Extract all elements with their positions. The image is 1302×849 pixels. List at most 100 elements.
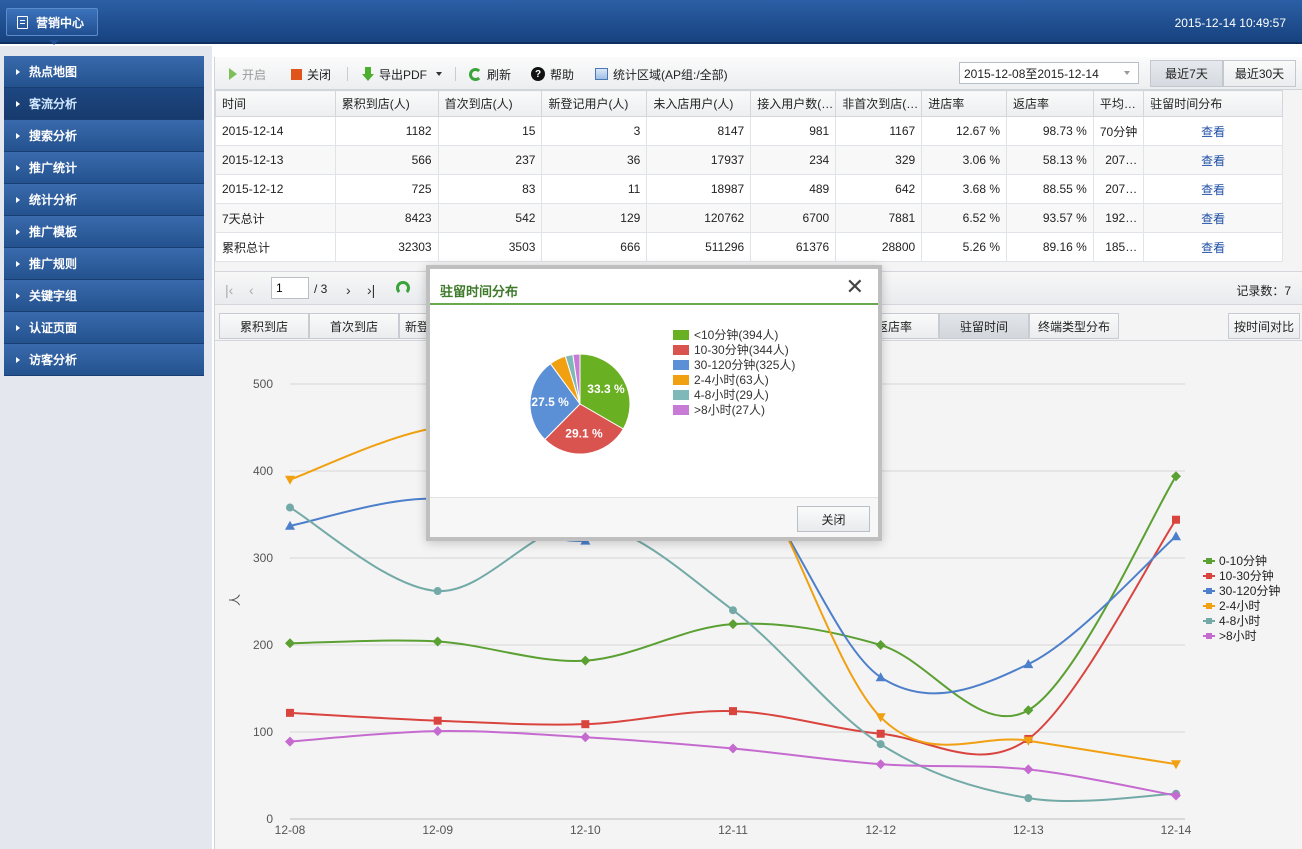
data-point[interactable] xyxy=(581,720,590,729)
data-point[interactable] xyxy=(1023,659,1034,669)
dialog-close-button[interactable]: 关闭 xyxy=(797,506,870,532)
data-point[interactable] xyxy=(1171,471,1181,482)
sidebar-item-statistics[interactable]: 统计分析 xyxy=(4,184,204,216)
table-row[interactable]: 2015-12-12 725 83 11 18987 489 642 3.68 … xyxy=(215,174,1283,204)
view-link[interactable]: 查看 xyxy=(1143,232,1283,262)
data-point[interactable] xyxy=(1023,764,1034,775)
tab-device-distribution[interactable]: 终端类型分布 xyxy=(1029,313,1119,339)
view-link[interactable]: 查看 xyxy=(1143,145,1283,175)
pie-slice[interactable] xyxy=(579,353,631,430)
sidebar-item-promotion-rules[interactable]: 推广规则 xyxy=(4,248,204,280)
data-point[interactable] xyxy=(1171,760,1181,770)
column-header[interactable]: 累积到店(人) xyxy=(334,90,439,117)
data-point[interactable] xyxy=(432,726,443,737)
data-point[interactable] xyxy=(580,655,591,666)
legend-item[interactable]: >8小时 xyxy=(1203,628,1280,643)
data-point[interactable] xyxy=(286,708,294,717)
data-point[interactable] xyxy=(1171,531,1181,541)
data-point[interactable] xyxy=(433,716,442,725)
data-point[interactable] xyxy=(875,672,886,682)
data-point[interactable] xyxy=(728,619,738,630)
prev-page-icon[interactable]: ‹ xyxy=(249,282,254,298)
data-point[interactable] xyxy=(285,475,295,485)
column-header[interactable]: 时间 xyxy=(215,90,336,117)
data-point[interactable] xyxy=(285,520,295,530)
data-point[interactable] xyxy=(285,736,295,747)
table-row[interactable]: 2015-12-14 1182 15 3 8147 981 1167 12.67… xyxy=(215,116,1283,146)
sidebar-item-promotion-stats[interactable]: 推广统计 xyxy=(4,152,204,184)
date-range-select[interactable]: 2015-12-08至2015-12-14 xyxy=(959,62,1139,84)
data-point[interactable] xyxy=(875,640,886,650)
dropdown-caret-icon[interactable] xyxy=(436,72,443,76)
data-point[interactable] xyxy=(1171,790,1181,801)
pie-legend-item[interactable]: >8小时(27人) xyxy=(673,402,795,417)
sidebar-item-heatmap[interactable]: 热点地图 xyxy=(4,56,204,88)
close-toolbar-button[interactable]: 关闭 xyxy=(291,65,331,83)
table-row[interactable]: 2015-12-13 566 237 36 17937 234 329 3.06… xyxy=(215,145,1283,175)
column-header[interactable]: 首次到店(人) xyxy=(437,90,543,117)
column-header[interactable]: 接入用户数(… xyxy=(750,90,837,117)
first-page-icon[interactable]: |‹ xyxy=(225,282,234,298)
column-header[interactable]: 返店率 xyxy=(1006,90,1094,117)
view-link[interactable]: 查看 xyxy=(1143,203,1283,233)
data-point[interactable] xyxy=(876,740,885,749)
region-button[interactable]: 统计区域(AP组:/全部) xyxy=(595,65,728,83)
column-header[interactable]: 平均… xyxy=(1092,90,1145,117)
tab-cumulative[interactable]: 累积到店 xyxy=(219,313,309,339)
close-icon[interactable]: ✕ xyxy=(845,274,864,299)
data-point[interactable] xyxy=(1023,736,1034,746)
data-point[interactable] xyxy=(286,503,294,512)
data-point[interactable] xyxy=(729,707,737,716)
data-point[interactable] xyxy=(433,587,442,596)
column-header[interactable]: 进店率 xyxy=(921,90,1008,117)
last-7-days-button[interactable]: 最近7天 xyxy=(1150,60,1223,87)
table-row[interactable]: 累积总计 32303 3503 666 511296 61376 28800 5… xyxy=(215,232,1283,262)
legend-item[interactable]: 0-10分钟 xyxy=(1203,553,1280,568)
sidebar-item-visitor-analysis[interactable]: 访客分析 xyxy=(4,344,204,376)
data-point[interactable] xyxy=(285,638,295,649)
app-tab-marketing-center[interactable]: 营销中心 xyxy=(6,8,98,36)
pie-slice[interactable] xyxy=(544,403,624,455)
pie-legend-item[interactable]: 10-30分钟(344人) xyxy=(673,342,795,357)
sidebar-item-search-analysis[interactable]: 搜索分析 xyxy=(4,120,204,152)
column-header[interactable]: 非首次到店(… xyxy=(835,90,923,117)
data-point[interactable] xyxy=(875,713,886,723)
refresh-button[interactable]: 刷新 xyxy=(469,65,511,83)
view-link[interactable]: 查看 xyxy=(1143,174,1283,204)
data-point[interactable] xyxy=(432,636,443,647)
export-pdf-button[interactable]: 导出PDF xyxy=(362,65,443,83)
pie-slice[interactable] xyxy=(529,362,581,441)
data-point[interactable] xyxy=(875,759,886,770)
data-point[interactable] xyxy=(729,606,737,615)
pie-slice[interactable] xyxy=(572,353,581,405)
pie-legend-item[interactable]: 30-120分钟(325人) xyxy=(673,357,795,372)
refresh-icon[interactable] xyxy=(396,281,410,295)
next-page-icon[interactable]: › xyxy=(346,282,351,298)
data-point[interactable] xyxy=(1172,515,1180,524)
legend-item[interactable]: 10-30分钟 xyxy=(1203,568,1280,583)
pie-legend-item[interactable]: 4-8小时(29人) xyxy=(673,387,795,402)
tab-dwell-time[interactable]: 驻留时间 xyxy=(939,313,1029,339)
legend-item[interactable]: 2-4小时 xyxy=(1203,598,1280,613)
legend-item[interactable]: 30-120分钟 xyxy=(1203,583,1280,598)
sidebar-item-auth-pages[interactable]: 认证页面 xyxy=(4,312,204,344)
compare-by-time-button[interactable]: 按时间对比 xyxy=(1228,313,1300,339)
help-button[interactable]: ? 帮助 xyxy=(531,65,574,83)
legend-item[interactable]: 4-8小时 xyxy=(1203,613,1280,628)
tab-first-visit[interactable]: 首次到店 xyxy=(309,313,399,339)
last-page-icon[interactable]: ›| xyxy=(367,282,376,298)
table-row[interactable]: 7天总计 8423 542 129 120762 6700 7881 6.52 … xyxy=(215,203,1283,233)
sidebar-item-promotion-templates[interactable]: 推广模板 xyxy=(4,216,204,248)
page-number-input[interactable] xyxy=(271,277,309,299)
view-link[interactable]: 查看 xyxy=(1143,116,1283,146)
column-header[interactable]: 驻留时间分布 xyxy=(1143,90,1283,117)
data-point[interactable] xyxy=(1023,705,1034,716)
data-point[interactable] xyxy=(580,732,591,743)
data-point[interactable] xyxy=(876,729,885,738)
pie-legend-item[interactable]: <10分钟(394人) xyxy=(673,327,795,342)
data-point[interactable] xyxy=(728,743,738,754)
column-header[interactable]: 新登记用户(人) xyxy=(541,90,648,117)
sidebar-item-keyword-groups[interactable]: 关键字组 xyxy=(4,280,204,312)
last-30-days-button[interactable]: 最近30天 xyxy=(1223,60,1296,87)
start-button[interactable]: 开启 xyxy=(229,65,266,83)
